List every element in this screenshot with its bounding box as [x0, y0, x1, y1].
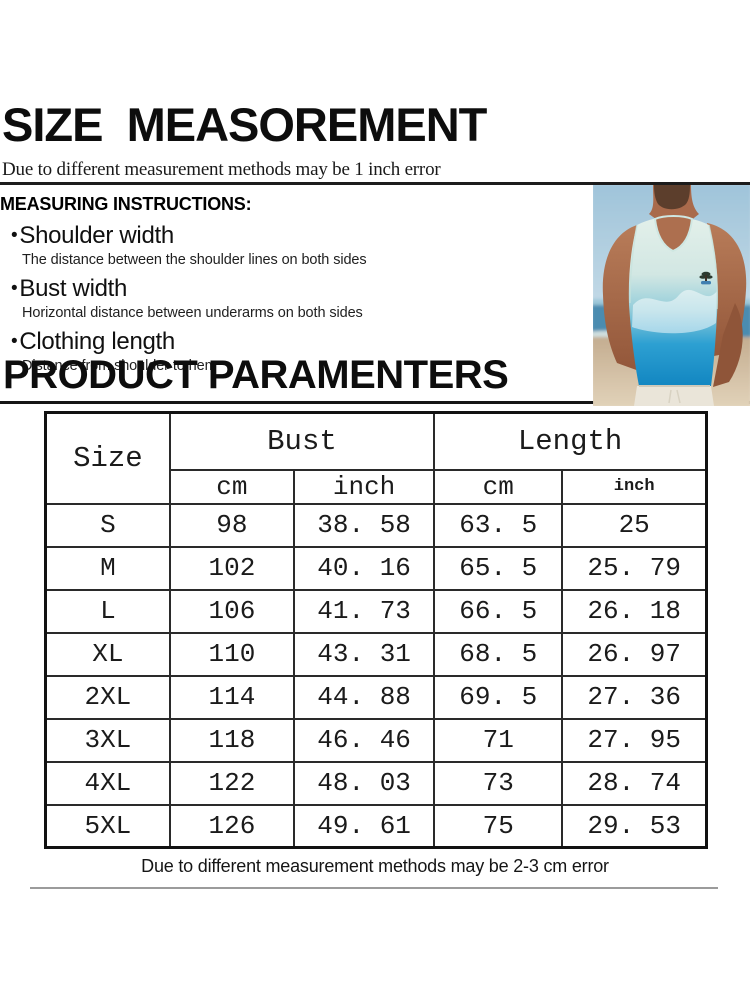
length-inch-cell: 29. 53	[561, 803, 708, 849]
cm-error-note: Due to different measurement methods may…	[141, 856, 609, 876]
table-row: XL 110 43. 31 68. 5 26. 97	[44, 631, 708, 677]
model-photo	[593, 185, 750, 406]
length-inch-header: inch	[561, 468, 708, 505]
bust-inch-cell: 38. 58	[293, 502, 436, 548]
bullet-icon: •	[11, 225, 18, 246]
size-cell: M	[44, 545, 171, 591]
length-inch-cell: 26. 97	[561, 631, 708, 677]
length-cm-cell: 65. 5	[433, 545, 564, 591]
table-row: 2XL 114 44. 88 69. 5 27. 36	[44, 674, 708, 720]
size-cell: 3XL	[44, 717, 171, 763]
bust-inch-cell: 44. 88	[293, 674, 436, 720]
length-inch-cell: 25. 79	[561, 545, 708, 591]
bust-inch-cell: 46. 46	[293, 717, 436, 763]
instruction-label: • Clothing length	[0, 328, 585, 356]
size-cell: L	[44, 588, 171, 634]
length-cm-cell: 69. 5	[433, 674, 564, 720]
length-cm-cell: 71	[433, 717, 564, 763]
product-parameters-heading: PRODUCT PARAMENTERS	[3, 353, 509, 397]
bust-header: Bust	[168, 411, 436, 471]
table-row: 5XL 126 49. 61 75 29. 53	[44, 803, 708, 849]
length-inch-cell: 26. 18	[561, 588, 708, 634]
length-inch-cell: 25	[561, 502, 708, 548]
size-cell: S	[44, 502, 171, 548]
size-cell: XL	[44, 631, 171, 677]
bullet-icon: •	[11, 278, 18, 299]
length-cm-cell: 68. 5	[433, 631, 564, 677]
length-inch-cell: 28. 74	[561, 760, 708, 806]
size-cell: 4XL	[44, 760, 171, 806]
bust-inch-cell: 43. 31	[293, 631, 436, 677]
size-header: Size	[44, 411, 171, 505]
length-inch-cell: 27. 95	[561, 717, 708, 763]
instruction-description: The distance between the shoulder lines …	[22, 252, 367, 268]
instructions-heading: MEASURING INSTRUCTIONS:	[0, 194, 252, 214]
size-cell: 5XL	[44, 803, 171, 849]
bullet-icon: •	[11, 331, 18, 352]
length-cm-header: cm	[433, 468, 564, 505]
instruction-description: Distance from shoulder to hem	[22, 358, 217, 374]
bust-cm-cell: 118	[168, 717, 296, 763]
bust-cm-cell: 114	[168, 674, 296, 720]
instruction-item-shoulder: • Shoulder width The distance between th…	[0, 222, 585, 268]
bust-cm-cell: 106	[168, 588, 296, 634]
length-header: Length	[433, 411, 708, 471]
length-cm-cell: 66. 5	[433, 588, 564, 634]
instruction-label-text: Bust width	[19, 275, 128, 302]
top-divider	[0, 182, 750, 185]
page-title: SIZE MEASOREMENT	[2, 98, 487, 151]
instruction-label: • Bust width	[0, 275, 585, 303]
length-cm-cell: 63. 5	[433, 502, 564, 548]
length-inch-cell: 27. 36	[561, 674, 708, 720]
bust-inch-cell: 48. 03	[293, 760, 436, 806]
instruction-item-length: • Clothing length Distance from shoulder…	[0, 328, 585, 374]
bust-inch-header: inch	[293, 468, 436, 505]
bottom-divider	[30, 887, 718, 889]
table-subheader-row: cm inch cm inch	[46, 468, 708, 505]
bust-cm-header: cm	[168, 468, 296, 505]
size-cell: 2XL	[44, 674, 171, 720]
bust-inch-cell: 40. 16	[293, 545, 436, 591]
size-table: Size Bust Length cm inch cm inch S 98 38…	[44, 411, 708, 849]
instruction-label-text: Clothing length	[19, 328, 175, 355]
table-row: 3XL 118 46. 46 71 27. 95	[44, 717, 708, 763]
instruction-item-bust: • Bust width Horizontal distance between…	[0, 275, 585, 321]
instruction-label-text: Shoulder width	[19, 222, 174, 249]
table-row: S 98 38. 58 63. 5 25	[44, 502, 708, 548]
table-row: L 106 41. 73 66. 5 26. 18	[44, 588, 708, 634]
palm-tree-logo-icon	[699, 271, 713, 285]
length-cm-cell: 75	[433, 803, 564, 849]
instruction-description: Horizontal distance between underarms on…	[22, 305, 363, 321]
bust-cm-cell: 110	[168, 631, 296, 677]
inch-error-note: Due to different measurement methods may…	[2, 159, 441, 180]
bust-cm-cell: 102	[168, 545, 296, 591]
model-figure	[602, 185, 747, 406]
measuring-instructions-section: MEASURING INSTRUCTIONS: • Shoulder width…	[0, 194, 585, 374]
heading-underline	[0, 401, 750, 404]
table-row: 4XL 122 48. 03 73 28. 74	[44, 760, 708, 806]
bust-inch-cell: 41. 73	[293, 588, 436, 634]
table-header-row: Size Bust Length	[44, 411, 708, 505]
length-cm-cell: 73	[433, 760, 564, 806]
table-row: M 102 40. 16 65. 5 25. 79	[44, 545, 708, 591]
model-photo-graphic	[593, 185, 750, 406]
instruction-label: • Shoulder width	[0, 222, 585, 250]
bust-inch-cell: 49. 61	[293, 803, 436, 849]
bust-cm-cell: 98	[168, 502, 296, 548]
bust-cm-cell: 126	[168, 803, 296, 849]
bust-cm-cell: 122	[168, 760, 296, 806]
